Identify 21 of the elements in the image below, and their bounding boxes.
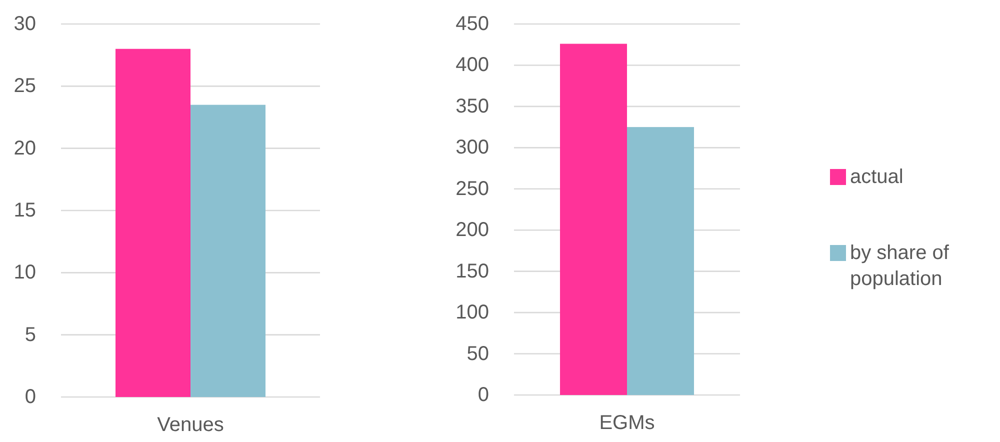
legend-label: actual [850, 166, 904, 188]
y-tick-label: 400 [456, 54, 489, 76]
y-tick-label: 100 [456, 302, 489, 324]
y-tick-label: 0 [24, 386, 36, 408]
y-tick-label: 10 [14, 262, 36, 284]
y-tick-label: 0 [478, 384, 489, 406]
x-tick-label: EGMs [599, 412, 655, 434]
y-tick-label: 20 [14, 137, 36, 160]
y-tick-label: 15 [14, 200, 36, 222]
y-tick-label: 300 [456, 136, 489, 159]
legend-label: by share of population [850, 242, 950, 290]
y-tick-label: 30 [14, 13, 36, 35]
y-tick-label: 150 [456, 260, 489, 282]
y-tick-label: 450 [456, 13, 489, 35]
y-tick-label: 50 [466, 342, 489, 365]
y-tick-label: 350 [456, 95, 489, 118]
y-tick-label: 200 [456, 219, 489, 242]
y-tick-label: 250 [456, 178, 489, 200]
y-tick-label: 25 [14, 75, 36, 98]
y-tick-label: 5 [24, 324, 36, 346]
x-tick-label: Venues [157, 414, 224, 436]
